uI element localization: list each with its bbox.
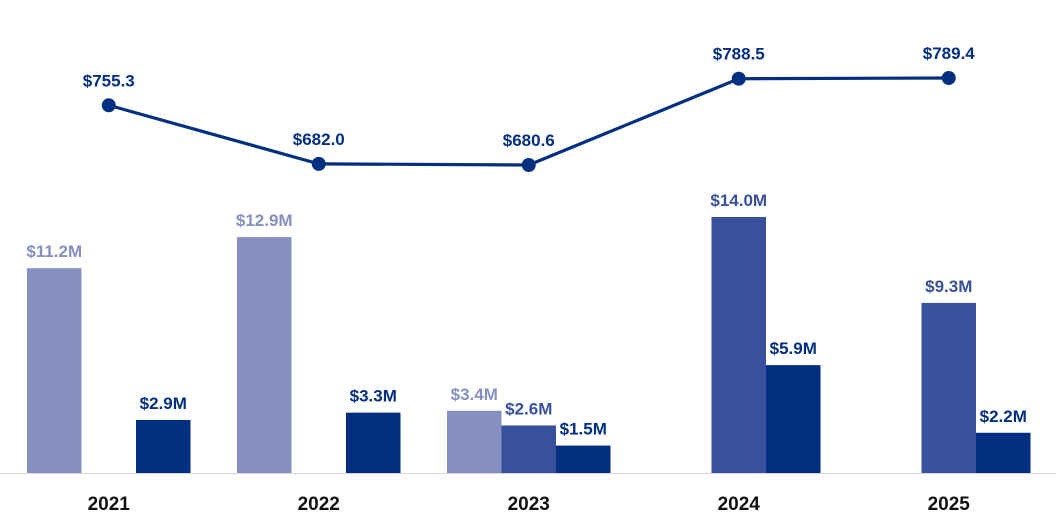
bar-label-series-medium-2023: $2.6M xyxy=(505,399,552,418)
x-axis-ticks: 2021 2022 2023 2024 2025 xyxy=(88,494,971,515)
line-label-2021: $755.3 xyxy=(83,71,135,90)
line-point-2022 xyxy=(311,156,326,171)
bar-series-medium-2023 xyxy=(501,425,556,473)
bar-label-series-dark-2024: $5.9M xyxy=(770,339,817,358)
x-tick-2022: 2022 xyxy=(298,494,340,515)
line-label-2023: $680.6 xyxy=(503,131,555,150)
bar-label-series-medium-2025: $9.3M xyxy=(925,277,972,296)
x-tick-2021: 2021 xyxy=(88,494,131,515)
bar-label-series-light-2021: $11.2M xyxy=(26,242,82,261)
bar-series-dark-2021 xyxy=(136,419,191,473)
line-label-2025: $789.4 xyxy=(923,44,976,63)
bar-label-series-dark-2025: $2.2M xyxy=(980,407,1027,426)
line-point-2024 xyxy=(731,71,746,86)
line-point-2021 xyxy=(101,98,116,113)
bars-layer xyxy=(27,217,1031,473)
bar-label-series-light-2023: $3.4M xyxy=(451,385,498,404)
bar-label-series-dark-2023: $1.5M xyxy=(560,420,607,439)
x-tick-2025: 2025 xyxy=(928,494,971,515)
line-point-2023 xyxy=(521,158,536,172)
bar-label-series-dark-2022: $3.3M xyxy=(350,387,397,406)
bar-series-dark-2023 xyxy=(556,445,611,473)
bar-label-series-medium-2024: $14.0M xyxy=(710,191,767,210)
x-tick-2024: 2024 xyxy=(718,494,761,515)
labels-layer: $11.2M $12.9M $3.4M $2.6M $14.0M $9.3M $2.9M $3… xyxy=(26,44,1027,439)
bar-series-medium-2024 xyxy=(711,217,766,473)
bar-series-dark-2025 xyxy=(976,432,1031,473)
line-label-2022: $682.0 xyxy=(293,130,345,149)
bar-series-dark-2024 xyxy=(766,365,821,473)
bar-series-dark-2022 xyxy=(346,412,401,473)
line-point-2025 xyxy=(941,71,956,85)
bar-series-medium-2025 xyxy=(921,302,976,473)
bar-series-light-2021 xyxy=(27,268,82,473)
bar-series-light-2023 xyxy=(447,410,502,473)
bar-label-series-dark-2021: $2.9M xyxy=(140,394,187,413)
x-tick-2023: 2023 xyxy=(508,494,550,515)
bar-series-light-2022 xyxy=(237,237,292,473)
line-series-path xyxy=(108,76,949,167)
line-label-2024: $788.5 xyxy=(713,45,765,64)
bar-label-series-light-2022: $12.9M xyxy=(236,211,293,230)
line-layer xyxy=(101,71,956,172)
